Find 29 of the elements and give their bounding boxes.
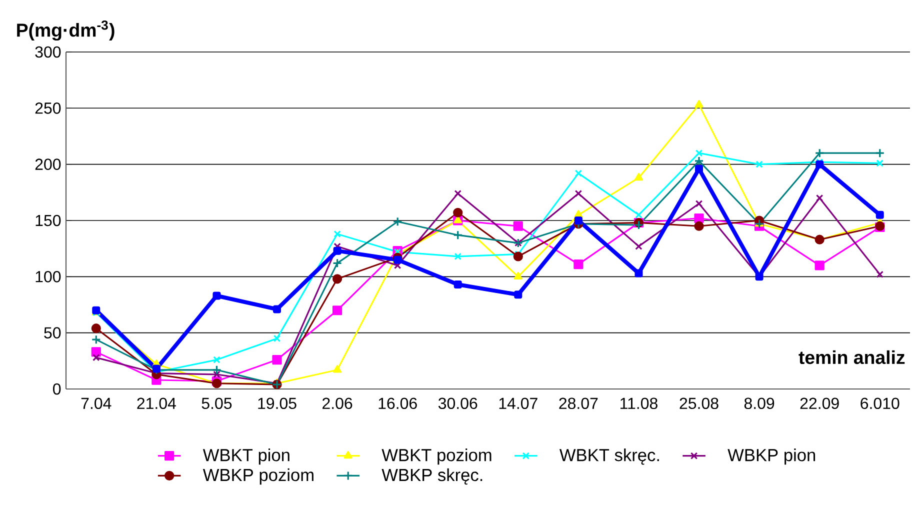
y-tick-label: 50 — [44, 327, 61, 338]
x-tick-label: 19.05 — [258, 398, 296, 410]
x-tick-label: 22.09 — [800, 398, 839, 410]
legend-label: WBKP poziom — [202, 468, 314, 485]
x-tick-label: 6.010 — [860, 398, 900, 410]
y-tick-label: 200 — [35, 158, 61, 170]
legend-label: WBKT skręc. — [559, 448, 659, 465]
x-tick-label: 2.06 — [322, 398, 352, 410]
y-tick-label: 300 — [35, 46, 61, 58]
x-tick-label: 14.07 — [499, 398, 538, 410]
y-tick-label: 100 — [36, 271, 61, 282]
x-tick-label: 8.09 — [744, 398, 774, 410]
y-tick-label: 250 — [35, 102, 61, 114]
legend-label: WBKT poziom — [382, 448, 492, 465]
legend-label: WBKP pion — [728, 448, 816, 465]
x-axis-title: temin analiz — [798, 350, 905, 364]
x-tick-label: 11.08 — [620, 398, 658, 410]
legend-label: WBKP skręc. — [382, 468, 482, 485]
x-tick-label: 21.04 — [137, 398, 176, 410]
y-tick-label: 0 — [53, 383, 61, 395]
x-tick-label: 7.04 — [81, 398, 112, 410]
x-tick-label: 5.05 — [202, 398, 232, 410]
y-axis-title: P(mg·dm$^{-3}$) — [17, 20, 114, 41]
legend-label: WBKT pion — [202, 448, 290, 465]
x-tick-label: 25.08 — [680, 398, 718, 410]
x-tick-label: 30.06 — [438, 398, 478, 410]
x-tick-label: 16.06 — [378, 398, 417, 410]
x-tick-label: 28.07 — [559, 398, 598, 410]
y-tick-label: 150 — [36, 214, 61, 226]
